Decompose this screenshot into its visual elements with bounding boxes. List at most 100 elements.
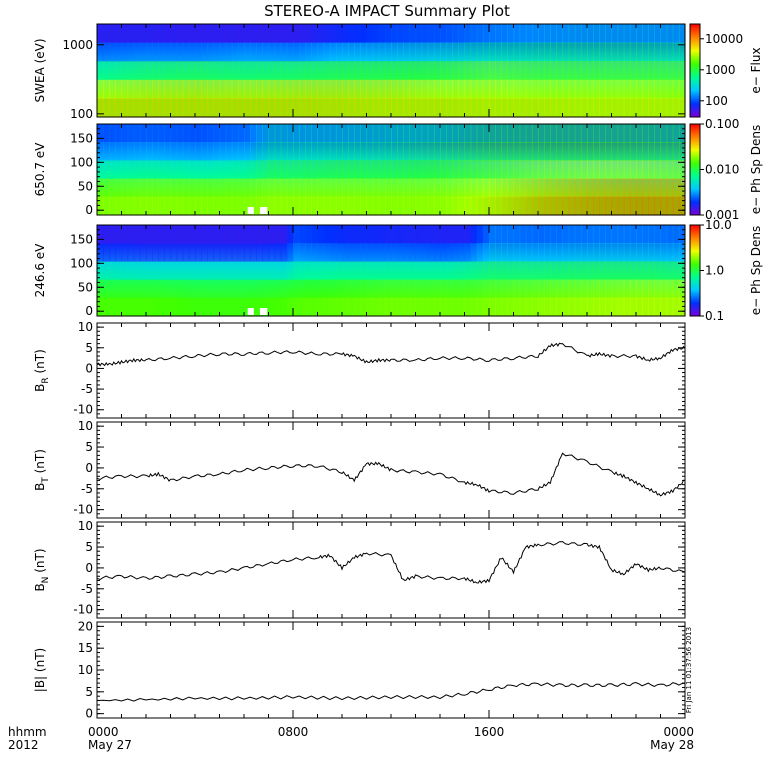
heatmap-cell (158, 261, 165, 281)
heatmap-cell (201, 124, 208, 143)
heatmap-cell (440, 279, 447, 299)
heatmap-cell (574, 279, 582, 299)
heatmap-cell (127, 61, 135, 81)
heatmap-cell (342, 225, 349, 244)
heatmap-cell (152, 297, 159, 317)
heatmap-cell (360, 196, 368, 216)
heatmap-cell (562, 24, 570, 44)
heatmap-cell (501, 42, 508, 62)
heatmap-cell (256, 261, 263, 281)
heatmap-cell (464, 124, 472, 143)
heatmap-cell (446, 279, 453, 299)
heatmap-cell (127, 225, 135, 244)
heatmap-cell (629, 160, 637, 180)
heatmap-cell (305, 79, 312, 99)
heatmap-cell (452, 279, 459, 299)
heatmap-cell (538, 24, 545, 44)
heatmap-cell (366, 79, 374, 99)
heatmap-cell (605, 124, 613, 143)
heatmap-cell (274, 243, 282, 262)
heatmap-cell (562, 42, 570, 62)
heatmap-cell (568, 297, 576, 317)
heatmap-cell (176, 61, 184, 81)
heatmap-cell (562, 61, 570, 81)
heatmap-cell (433, 142, 441, 161)
heatmap-cell (482, 142, 490, 161)
heatmap-cell (470, 42, 478, 62)
heatmap-cell (133, 279, 141, 299)
heatmap-cell (201, 243, 208, 262)
heatmap-cell (195, 42, 202, 62)
heatmap-cell (440, 243, 447, 262)
heatmap-cell (329, 42, 337, 62)
heatmap-cell (458, 142, 466, 161)
heatmap-cell (158, 61, 165, 81)
heatmap-cell (109, 24, 116, 44)
heatmap-cell (525, 24, 533, 44)
heatmap-cell (678, 42, 686, 62)
heatmap-cell (348, 297, 355, 317)
heatmap-cell (574, 98, 582, 118)
heatmap-cell (458, 243, 466, 262)
heatmap-cell (311, 160, 319, 180)
heatmap-cell (611, 243, 619, 262)
heatmap-cell (250, 79, 257, 99)
heatmap-cell (360, 61, 368, 81)
heatmap-cell (152, 160, 159, 180)
heatmap-cell (244, 196, 251, 216)
heatmap-cell (495, 160, 502, 180)
heatmap-cell (372, 279, 380, 299)
heatmap-cell (342, 297, 349, 317)
heatmap-cell (262, 79, 270, 99)
heatmap-cell (109, 178, 116, 198)
heatmap-cell (458, 279, 466, 299)
heatmap-cell (299, 142, 306, 161)
heatmap-cell (231, 279, 239, 299)
colorbar-tick-label: 100 (705, 94, 728, 108)
heatmap-cell (170, 225, 178, 244)
heatmap-cell (440, 42, 447, 62)
heatmap-cell (293, 124, 300, 143)
heatmap-cell (538, 261, 545, 281)
heatmap-cell (152, 178, 159, 198)
y-tick-label: 50 (78, 280, 93, 294)
heatmap-cell (556, 225, 564, 244)
heatmap-cell (672, 297, 680, 317)
heatmap-cell (538, 124, 545, 143)
heatmap-cell (115, 124, 123, 143)
heatmap-cell (538, 196, 545, 216)
heatmap-cell (660, 261, 668, 281)
heatmap-cell (495, 261, 502, 281)
heatmap-cell (329, 24, 337, 44)
heatmap-cell (342, 178, 349, 198)
heatmap-cell (550, 297, 557, 317)
heatmap-cell (440, 61, 447, 81)
heatmap-cell (391, 142, 398, 161)
y-tick-label: -5 (81, 382, 93, 396)
heatmap-cell (139, 79, 147, 99)
heatmap-cell (244, 42, 251, 62)
time-tick-date: May 28 (650, 738, 694, 752)
heatmap-cell (629, 196, 637, 216)
heatmap-cell (507, 160, 515, 180)
heatmap-cell (654, 279, 662, 299)
heatmap-cell (427, 98, 435, 118)
heatmap-cell (562, 196, 570, 216)
heatmap-cell (580, 160, 588, 180)
heatmap-cell (384, 124, 392, 143)
heatmap-cell (323, 24, 331, 44)
heatmap-cell (231, 297, 239, 317)
heatmap-cell (391, 61, 398, 81)
heatmap-cell (342, 160, 349, 180)
heatmap-cell (458, 225, 466, 244)
heatmap-cell (146, 297, 153, 317)
colorbar-tick-label: 10.0 (705, 218, 732, 232)
heatmap-cell (305, 261, 312, 281)
heatmap-cell (103, 24, 110, 44)
data-gap (259, 207, 268, 214)
heatmap-cell (574, 225, 582, 244)
heatmap-cell (274, 124, 282, 143)
heatmap-cell (170, 196, 178, 216)
heatmap-cell (97, 79, 104, 99)
heatmap-cell (403, 160, 410, 180)
